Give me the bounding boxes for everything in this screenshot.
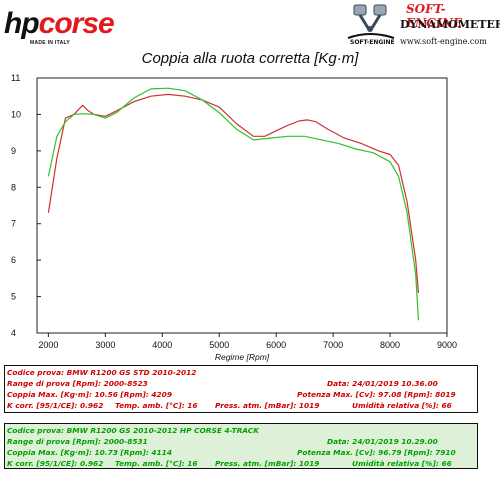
header: hpcorse MADE IN ITALY SOFT-ENGINE SOFT-E… [0,0,500,50]
panel-row: Coppia Max. [Kg·m]: 10.56 [Rpm]: 4209 Pot… [7,389,475,400]
y-tick-label-7: 11 [11,73,20,83]
panel-cell: Data: 24/01/2019 10.36.00 [327,379,438,388]
x-axis-label: Regime [Rpm] [215,352,270,362]
panel-row: Range di prova [Rpm]: 2000-8523 Data: 24/… [7,378,475,389]
panel-row: Codice prova: BMW R1200 GS 2010-2012 HP … [7,425,475,436]
panel-cell: Press. atm. [mBar]: 1019 [215,401,320,410]
panel-cell: Temp. amb. [°C]: 16 [115,459,198,468]
x-tick-label-6: 8000 [380,340,400,350]
panel-cell: Coppia Max. [Kg·m]: 10.73 [Rpm]: 4114 [7,448,172,457]
panel-cell: Press. atm. [mBar]: 1019 [215,459,320,468]
panel-cell: Data: 24/01/2019 10.29.00 [327,437,438,446]
panel-cell: Potenza Max. [Cv]: 96.79 [Rpm]: 7910 [297,448,456,457]
test-info-panel-std: Codice prova: BMW R1200 GS STD 2010-2012… [4,365,478,413]
y-tick-label-2: 6 [11,255,16,265]
y-tick-label-1: 5 [11,292,16,302]
website-label: www.soft-engine.com [400,37,487,46]
x-tick-label-4: 6000 [266,340,286,350]
y-tick-label-4: 8 [11,182,16,192]
x-tick-label-1: 3000 [95,340,115,350]
series-line-1 [47,87,420,321]
panel-row: Coppia Max. [Kg·m]: 10.73 [Rpm]: 4114 Pot… [7,447,475,458]
test-info-panel-hp: Codice prova: BMW R1200 GS 2010-2012 HP … [4,423,478,469]
panel-cell: Range di prova [Rpm]: 2000-8531 [7,437,148,446]
panel-row: K corr. [95/1/CE]: 0.962 Temp. amb. [°C]:… [7,400,475,411]
panel-cell: Potenza Max. [Cv]: 97.08 [Rpm]: 8019 [297,390,456,399]
y-tick-label-5: 9 [11,146,16,156]
x-tick-label-0: 2000 [38,340,58,350]
panel-cell: Codice prova: BMW R1200 GS 2010-2012 HP … [7,426,259,435]
panel-cell: Umidità relativa [%]: 66 [352,459,452,468]
y-tick-label-3: 7 [11,219,16,229]
x-tick-label-7: 9000 [437,340,457,350]
hpcorse-logo: hpcorse [4,7,115,40]
panel-row: Codice prova: BMW R1200 GS STD 2010-2012 [7,367,475,378]
chart-title: Coppia alla ruota corretta [Kg·m] [141,50,359,67]
x-tick-label-5: 7000 [323,340,343,350]
panel-cell: Umidità relativa [%]: 66 [352,401,452,410]
panel-cell: Codice prova: BMW R1200 GS STD 2010-2012 [7,368,197,377]
panel-cell: Range di prova [Rpm]: 2000-8523 [7,379,148,388]
panel-cell: K corr. [95/1/CE]: 0.962 [7,459,104,468]
panel-cell: Temp. amb. [°C]: 16 [115,401,198,410]
x-tick-label-2: 4000 [152,340,172,350]
dynamometers-label: DYNAMOMETERS [400,18,500,31]
soft-engine-mark-text: SOFT-ENGINE [350,39,395,46]
soft-engine-brand: SOFT-ENGINE [406,2,463,30]
panel-cell: K corr. [95/1/CE]: 0.962 [7,401,104,410]
hpcorse-logo-subtitle: MADE IN ITALY [30,40,71,46]
torque-chart: 2000 3000 4000 5000 6000 7000 8000 9000 4 5 6 7 8 9 10… [11,73,457,362]
panel-row: K corr. [95/1/CE]: 0.962 Temp. amb. [°C]:… [7,458,475,469]
soft-engine-piston-icon: SOFT-ENGINE [347,4,395,46]
plot-frame [36,77,448,334]
y-tick-label-0: 4 [11,328,16,338]
series-line-0 [47,93,420,293]
x-tick-label-3: 5000 [209,340,229,350]
panel-row: Range di prova [Rpm]: 2000-8531 Data: 24/… [7,436,475,447]
panel-cell: Coppia Max. [Kg·m]: 10.56 [Rpm]: 4209 [7,390,172,399]
y-tick-label-6: 10 [11,109,21,119]
